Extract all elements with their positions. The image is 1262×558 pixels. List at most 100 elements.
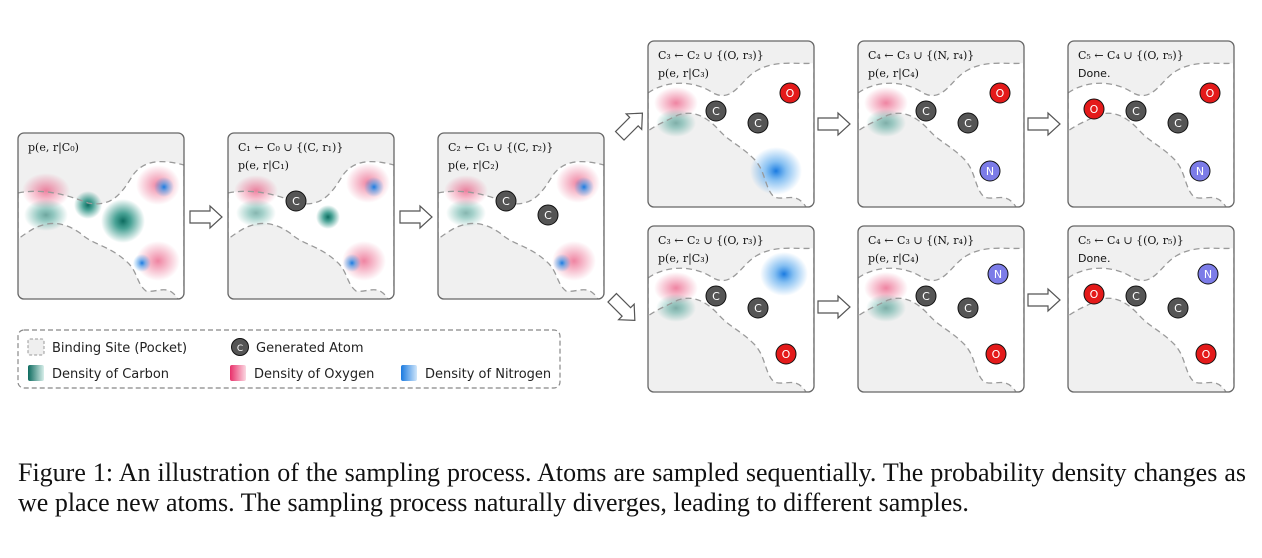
atom-carbon: C [957, 297, 979, 319]
svg-text:O: O [782, 348, 791, 361]
arrow-up-right-icon [614, 112, 644, 141]
panel-p3a-line-2: p(e, r|C₃) [658, 67, 709, 81]
panel-p4a-line-1: C₄ ← C₃ ∪ {(N, r₄)} [868, 49, 974, 62]
atom-oxygen: O [985, 343, 1007, 365]
atom-oxygen: O [1195, 343, 1217, 365]
atom-nitrogen: N [979, 160, 1001, 182]
svg-text:O: O [1202, 348, 1211, 361]
atom-carbon: C [747, 297, 769, 319]
atom-carbon: C [1125, 100, 1147, 122]
panel-p1-line-1: C₁ ← C₀ ∪ {(C, r₁)} [238, 141, 343, 154]
panel-p3b-line-2: p(e, r|C₃) [658, 252, 709, 266]
svg-text:C: C [754, 117, 762, 130]
arrow-right-icon [1027, 287, 1061, 313]
legend: Binding Site (Pocket) C Generated Atom D… [17, 329, 561, 389]
panel-p1: C C₁ ← C₀ ∪ {(C, r₁)} p(e, r|C₁) [227, 132, 395, 300]
panel-p2: C C C₂ ← C₁ ∪ {(C, r₂)} p(e, r|C₂) [437, 132, 605, 300]
panel-p5a: O C C O N C₅ ← C₄ ∪ {(O, r₅)} Done. [1067, 40, 1235, 208]
atom-oxygen: O [779, 82, 801, 104]
atom-carbon: C [1167, 112, 1189, 134]
svg-text:N: N [994, 268, 1002, 281]
svg-text:C: C [964, 117, 972, 130]
svg-text:Density of Oxygen: Density of Oxygen [254, 367, 374, 382]
svg-text:Generated Atom: Generated Atom [256, 341, 363, 356]
svg-text:O: O [1090, 103, 1099, 116]
atom-oxygen: O [989, 82, 1011, 104]
panel-p5a-done: Done. [1078, 67, 1110, 80]
atom-nitrogen: N [1189, 160, 1211, 182]
svg-text:C: C [754, 302, 762, 315]
svg-text:C: C [1174, 117, 1182, 130]
arrow-right-icon [189, 204, 223, 230]
svg-text:C: C [502, 195, 510, 208]
panel-p5b-done: Done. [1078, 252, 1110, 265]
svg-text:C: C [922, 105, 930, 118]
panel-p2-line-2: p(e, r|C₂) [448, 159, 499, 173]
arrow-right-icon [1027, 111, 1061, 137]
svg-text:O: O [992, 348, 1001, 361]
panel-p2-line-1: C₂ ← C₁ ∪ {(C, r₂)} [448, 141, 553, 154]
panel-p4a-line-2: p(e, r|C₄) [868, 67, 919, 81]
panel-p0: p(e, r|C₀) [17, 132, 185, 300]
atom-carbon: C [915, 285, 937, 307]
legend-generated-atom: C Generated Atom [231, 338, 363, 356]
svg-text:C: C [712, 290, 720, 303]
svg-text:Density of Nitrogen: Density of Nitrogen [425, 367, 551, 382]
atom-oxygen: O [775, 343, 797, 365]
figure-caption: Figure 1: An illustration of the samplin… [18, 458, 1246, 517]
panel-p4b-line-2: p(e, r|C₄) [868, 252, 919, 266]
svg-text:C: C [292, 195, 300, 208]
legend-nitrogen-density: Density of Nitrogen [401, 365, 551, 382]
svg-text:C: C [1174, 302, 1182, 315]
atom-nitrogen: N [1197, 263, 1219, 285]
panel-p3a: C C O C₃ ← C₂ ∪ {(O, r₃)} p(e, r|C₃) [647, 40, 815, 208]
svg-text:O: O [996, 87, 1005, 100]
panel-p3b-line-1: C₃ ← C₂ ∪ {(O, r₃)} [658, 234, 764, 247]
atom-oxygen: O [1199, 82, 1221, 104]
panel-p3a-line-1: C₃ ← C₂ ∪ {(O, r₃)} [658, 49, 764, 62]
atom-carbon: C [495, 190, 517, 212]
atom-carbon: C [957, 112, 979, 134]
atom-oxygen: O [1083, 283, 1105, 305]
atom-carbon: C [915, 100, 937, 122]
atom-carbon: C [705, 100, 727, 122]
atom-carbon: C [1167, 297, 1189, 319]
svg-text:O: O [786, 87, 795, 100]
svg-text:C: C [544, 209, 552, 222]
sampling-process-diagram: p(e, r|C₀) C C₁ ← C₀ ∪ {(C, r₁)} p(e, r|… [17, 40, 1235, 393]
atom-carbon: C [537, 204, 559, 226]
panel-p4b: C C N O C₄ ← C₃ ∪ {(N, r₄)} p(e, r|C₄) [857, 225, 1025, 393]
panel-p3b: C C O C₃ ← C₂ ∪ {(O, r₃)} p(e, r|C₃) [647, 225, 815, 393]
svg-text:O: O [1090, 288, 1099, 301]
atom-oxygen: O [1083, 98, 1105, 120]
atom-carbon: C [285, 190, 307, 212]
svg-text:N: N [1204, 268, 1212, 281]
svg-text:Binding Site (Pocket): Binding Site (Pocket) [52, 341, 187, 356]
svg-text:O: O [1206, 87, 1215, 100]
arrow-right-icon [399, 204, 433, 230]
svg-text:C: C [964, 302, 972, 315]
atom-carbon: C [705, 285, 727, 307]
svg-text:C: C [1132, 105, 1140, 118]
svg-text:N: N [1196, 165, 1204, 178]
svg-text:C: C [237, 344, 243, 354]
panel-p0-line-1: p(e, r|C₀) [28, 141, 79, 155]
atom-carbon: C [1125, 285, 1147, 307]
svg-text:C: C [712, 105, 720, 118]
legend-carbon-density: Density of Carbon [28, 365, 169, 382]
panel-p4b-line-1: C₄ ← C₃ ∪ {(N, r₄)} [868, 234, 974, 247]
arrow-right-icon [817, 294, 851, 320]
panel-p4a: C C O N C₄ ← C₃ ∪ {(N, r₄)} p(e, r|C₄) [857, 40, 1025, 208]
arrow-down-right-icon [607, 292, 636, 322]
panel-p5a-line-1: C₅ ← C₄ ∪ {(O, r₅)} [1078, 49, 1184, 62]
svg-text:C: C [922, 290, 930, 303]
svg-text:C: C [1132, 290, 1140, 303]
legend-oxygen-density: Density of Oxygen [230, 365, 374, 382]
panel-p5b: O C C N O C₅ ← C₄ ∪ {(O, r₅)} Done. [1067, 225, 1235, 393]
panel-p5b-line-1: C₅ ← C₄ ∪ {(O, r₅)} [1078, 234, 1184, 247]
panel-p1-line-2: p(e, r|C₁) [238, 159, 289, 173]
svg-text:Density of Carbon: Density of Carbon [52, 367, 169, 382]
svg-text:N: N [986, 165, 994, 178]
atom-carbon: C [747, 112, 769, 134]
atom-nitrogen: N [987, 263, 1009, 285]
